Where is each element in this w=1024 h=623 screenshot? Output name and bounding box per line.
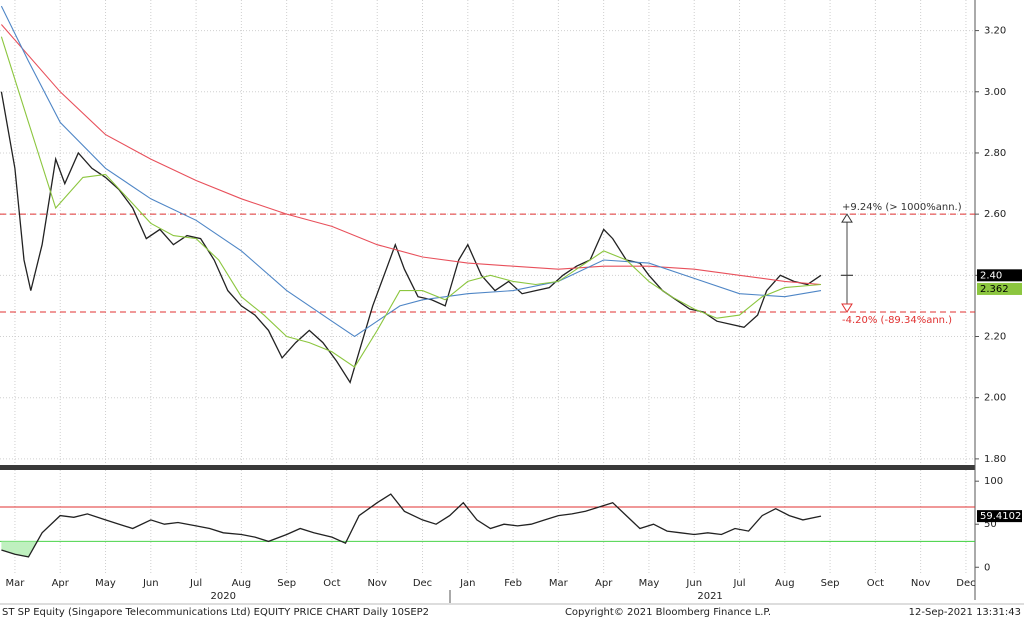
price-tag	[977, 269, 1022, 282]
x-tick-label: Jan	[459, 578, 475, 589]
year-label: 2020	[211, 591, 236, 602]
y-tick-label: 2.00	[984, 393, 1006, 404]
arrow-head	[841, 303, 853, 313]
annotation: +9.24% (> 1000%ann.)	[842, 202, 962, 213]
x-tick-label: Apr	[595, 578, 613, 589]
footer-left: ST SP Equity (Singapore Telecommunicatio…	[2, 607, 429, 618]
price-tag-label: 2.40	[980, 270, 1002, 281]
x-tick-label: Mar	[6, 578, 26, 589]
y-tick-label: 2.20	[984, 332, 1006, 343]
x-tick-label: Nov	[367, 578, 387, 589]
x-tick-label: Apr	[52, 578, 70, 589]
x-tick-label: Aug	[775, 578, 795, 589]
y-tick-label: 100	[984, 476, 1003, 487]
x-tick-label: Jul	[189, 578, 202, 589]
x-tick-label: Sep	[821, 578, 840, 589]
y-tick-label: 2.60	[984, 209, 1006, 220]
x-tick-label: Aug	[232, 578, 252, 589]
x-tick-label: Nov	[911, 578, 931, 589]
series-line	[0, 36, 822, 368]
x-tick-label: Oct	[323, 578, 340, 589]
footer-center: Copyright© 2021 Bloomberg Finance L.P.	[565, 607, 771, 618]
y-tick-label: 50	[984, 519, 997, 530]
y-tick-label: 3.20	[984, 26, 1006, 37]
x-tick-label: Oct	[867, 578, 884, 589]
x-tick-label: Sep	[277, 578, 296, 589]
price-tag-label: 2.362	[980, 284, 1009, 295]
year-label: 2021	[697, 591, 722, 602]
series-line	[1, 493, 822, 558]
price-tag	[977, 282, 1022, 295]
series-line	[0, 5, 822, 338]
y-tick-label: 0	[984, 562, 990, 573]
footer-right: 12-Sep-2021 13:31:43	[909, 607, 1021, 618]
x-tick-label: Jul	[732, 578, 745, 589]
series-line	[0, 91, 822, 384]
x-tick-label: May	[639, 578, 660, 589]
arrow-head	[841, 213, 853, 223]
y-tick-label: 3.00	[984, 87, 1006, 98]
x-tick-label: Mar	[549, 578, 569, 589]
price-tag-label: 59.4102	[980, 511, 1021, 522]
x-tick-label: Feb	[504, 578, 522, 589]
panel-divider	[0, 465, 975, 470]
x-tick-label: Dec	[956, 578, 975, 589]
x-tick-label: Dec	[413, 578, 432, 589]
y-tick-label: 1.80	[984, 454, 1006, 465]
y-tick-label: 2.80	[984, 148, 1006, 159]
price-tag	[977, 510, 1022, 523]
x-tick-label: May	[95, 578, 116, 589]
x-tick-label: Jun	[685, 578, 702, 589]
x-tick-label: Jun	[142, 578, 159, 589]
series-line	[0, 24, 822, 286]
annotation: -4.20% (-89.34%ann.)	[842, 315, 952, 326]
